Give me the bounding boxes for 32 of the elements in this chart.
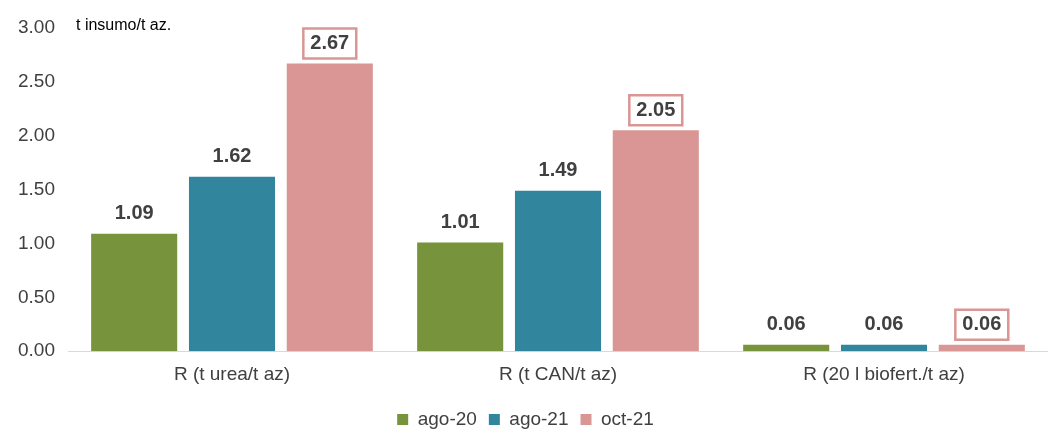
data-label: 0.06 [766,312,806,335]
bar [286,63,373,352]
y-tick-label: 3.00 [18,16,55,38]
bar [514,190,602,352]
data-label: 0.06 [962,312,1002,335]
legend-label: ago-20 [417,407,477,429]
legend-label: oct-21 [601,407,654,429]
data-label: 1.62 [212,144,252,167]
legend-label: ago-21 [509,407,569,429]
bar [612,130,699,352]
y-tick-label: 0.00 [18,339,55,361]
bar [417,242,504,352]
y-tick-label: 1.50 [18,177,55,199]
y-tick-label: 1.00 [18,231,55,253]
y-axis-title: t insumo/t az. [76,16,172,34]
data-label: 1.01 [440,209,480,232]
bar [938,344,1025,352]
data-label: 2.05 [636,97,676,120]
data-label: 1.09 [114,201,154,224]
bar [840,344,928,352]
y-tick-label: 2.00 [18,123,55,145]
data-label: 0.06 [864,312,904,335]
y-tick-label: 0.50 [18,285,55,307]
y-tick-label: 2.50 [18,70,55,92]
x-tick-label: R (t CAN/t az) [498,362,618,384]
data-label: 1.49 [538,158,578,181]
data-label: 2.67 [310,31,350,54]
x-tick-label: R (t urea/t az) [173,362,291,384]
bar [188,176,276,352]
x-tick-label: R (20 l biofert./t az) [803,362,965,384]
bar [91,233,178,352]
bar [743,344,830,352]
